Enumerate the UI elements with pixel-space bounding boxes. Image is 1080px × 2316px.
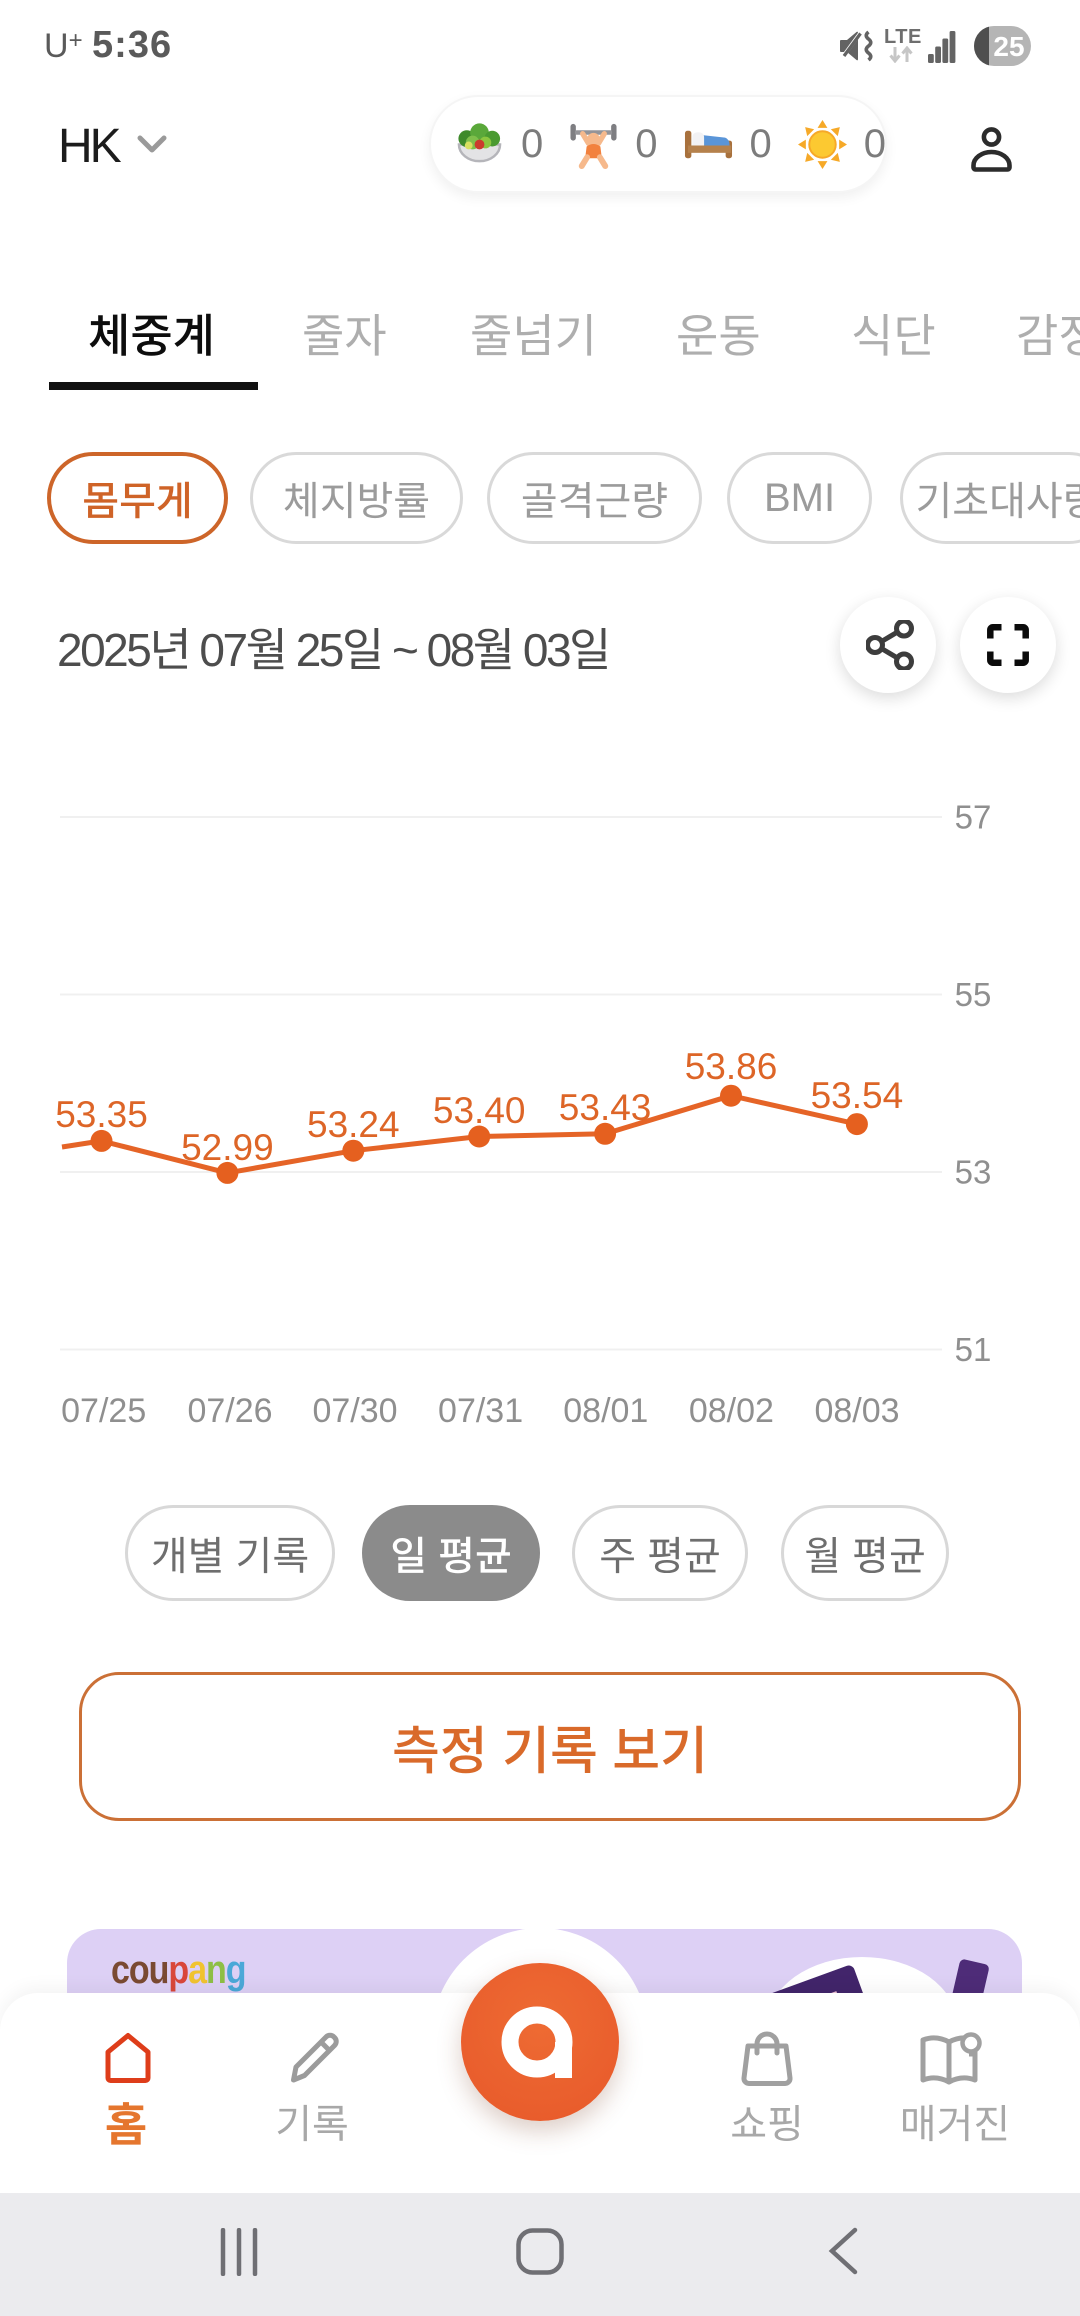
svg-text:08/03: 08/03 [814,1392,899,1430]
svg-text:53: 53 [955,1154,992,1191]
svg-text:52.99: 52.99 [181,1127,274,1168]
svg-text:55: 55 [955,976,992,1013]
svg-text:07/26: 07/26 [187,1392,272,1430]
svg-text:53.43: 53.43 [559,1087,652,1128]
svg-text:08/01: 08/01 [563,1392,648,1430]
svg-text:53.35: 53.35 [55,1094,148,1135]
svg-text:07/25: 07/25 [61,1392,146,1430]
svg-text:51: 51 [955,1331,992,1368]
svg-text:07/31: 07/31 [438,1392,523,1430]
svg-text:57: 57 [955,799,992,836]
svg-text:07/30: 07/30 [312,1392,397,1430]
svg-text:53.54: 53.54 [811,1075,904,1116]
svg-text:08/02: 08/02 [689,1392,774,1430]
svg-text:53.24: 53.24 [307,1104,400,1145]
svg-text:53.40: 53.40 [433,1090,526,1131]
svg-text:53.86: 53.86 [685,1046,778,1087]
